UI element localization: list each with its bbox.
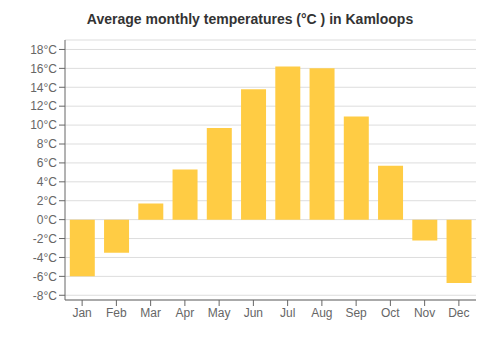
svg-text:4°C: 4°C: [37, 175, 57, 189]
svg-text:Aug: Aug: [311, 306, 332, 320]
svg-text:-6°C: -6°C: [33, 270, 57, 284]
svg-text:Dec: Dec: [448, 306, 469, 320]
svg-text:16°C: 16°C: [30, 62, 57, 76]
svg-text:Jun: Jun: [244, 306, 263, 320]
svg-text:-4°C: -4°C: [33, 251, 57, 265]
svg-text:6°C: 6°C: [37, 156, 57, 170]
svg-text:Mar: Mar: [140, 306, 161, 320]
svg-text:0°C: 0°C: [37, 213, 57, 227]
svg-text:Jan: Jan: [72, 306, 91, 320]
svg-text:May: May: [208, 306, 231, 320]
svg-text:10°C: 10°C: [30, 118, 57, 132]
svg-text:14°C: 14°C: [30, 81, 57, 95]
svg-text:Apr: Apr: [176, 306, 195, 320]
svg-text:18°C: 18°C: [30, 43, 57, 57]
svg-text:Nov: Nov: [414, 306, 435, 320]
svg-text:Sep: Sep: [345, 306, 367, 320]
svg-text:Feb: Feb: [106, 306, 127, 320]
svg-text:-2°C: -2°C: [33, 232, 57, 246]
svg-text:2°C: 2°C: [37, 194, 57, 208]
svg-text:-8°C: -8°C: [33, 289, 57, 303]
svg-text:Jul: Jul: [280, 306, 295, 320]
svg-text:8°C: 8°C: [37, 137, 57, 151]
svg-text:Oct: Oct: [381, 306, 400, 320]
html-text:Average monthly temperatures (: Average monthly temperatures (°C ) in Ka…: [86, 11, 414, 27]
svg-text:12°C: 12°C: [30, 99, 57, 113]
